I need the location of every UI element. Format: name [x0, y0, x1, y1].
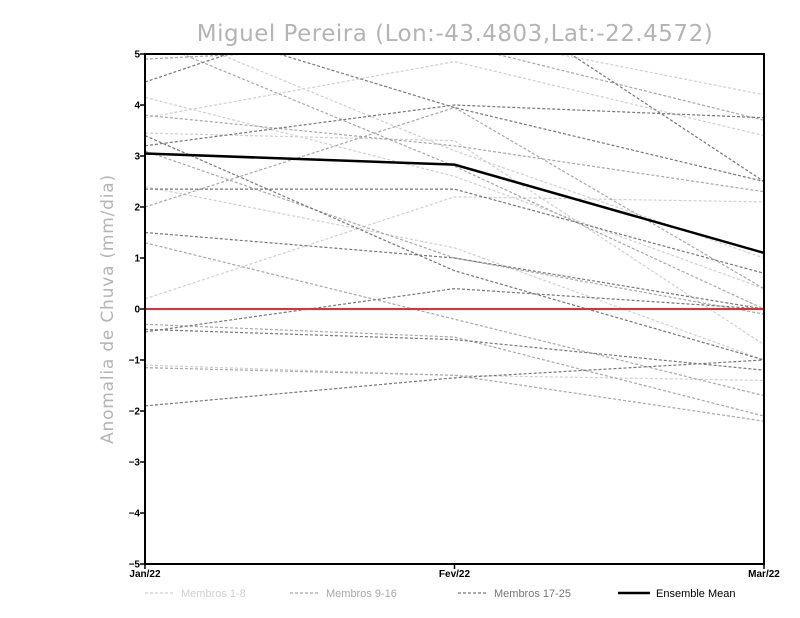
member-line: [145, 104, 764, 147]
y-tick-label: 4: [134, 101, 140, 112]
member-line: [145, 106, 764, 290]
plot-frame: [144, 53, 765, 565]
y-tick-label: −1: [129, 356, 141, 367]
member-line: [145, 150, 764, 315]
x-axis-ticks: Jan/22 Fev/22 Mar/22: [129, 564, 780, 580]
member-line: [276, 54, 764, 183]
member-line: [554, 54, 764, 96]
y-tick-label: 3: [134, 152, 140, 163]
y-tick-label: 5: [134, 50, 140, 61]
member-line: [145, 186, 764, 361]
member-line: [145, 359, 764, 407]
y-tick-label: −5: [129, 560, 141, 571]
y-tick-label: 2: [134, 203, 140, 214]
y-tick-label: 1: [134, 254, 140, 265]
y-axis-label: Anomalia de Chuva (mm/dia): [98, 174, 118, 444]
legend-label: Membros 17-25: [494, 588, 571, 600]
member-line: [145, 328, 764, 371]
y-tick-label: −2: [129, 407, 141, 418]
member-line: [145, 96, 764, 290]
member-line: [145, 231, 764, 310]
member-line: [145, 364, 764, 381]
member-line: [145, 323, 764, 417]
x-tick-label: Fev/22: [439, 569, 471, 580]
member-line: [145, 196, 764, 300]
member-line: [145, 114, 764, 193]
x-tick-label: Mar/22: [748, 569, 780, 580]
member-line: [217, 54, 764, 259]
member-line: [145, 135, 764, 361]
member-line: [145, 242, 764, 397]
legend-label: Membros 9-16: [326, 588, 397, 600]
member-line: [180, 54, 764, 310]
legend: Membros 1-8 Membros 9-16 Membros 17-25 Ense…: [145, 588, 736, 600]
y-tick-label: −3: [129, 458, 141, 469]
member-line: [145, 132, 764, 346]
y-axis-ticks: −5 −4 −3 −2 −1 0 1 2 3 4 5: [129, 50, 145, 571]
member-line: [145, 61, 764, 137]
member-line: [145, 367, 764, 422]
legend-label: Membros 1-8: [181, 588, 246, 600]
member-line: [145, 287, 764, 333]
member-line: [145, 54, 764, 121]
legend-label: Ensemble Mean: [656, 588, 736, 600]
y-tick-label: 0: [134, 305, 140, 316]
member-series: [145, 54, 764, 422]
y-tick-label: −4: [129, 509, 141, 520]
chart-title: Miguel Pereira (Lon:-43.4803,Lat:-22.457…: [197, 21, 713, 47]
x-tick-label: Jan/22: [129, 569, 161, 580]
member-line: [145, 188, 764, 274]
ensemble-mean-line: [145, 152, 764, 255]
